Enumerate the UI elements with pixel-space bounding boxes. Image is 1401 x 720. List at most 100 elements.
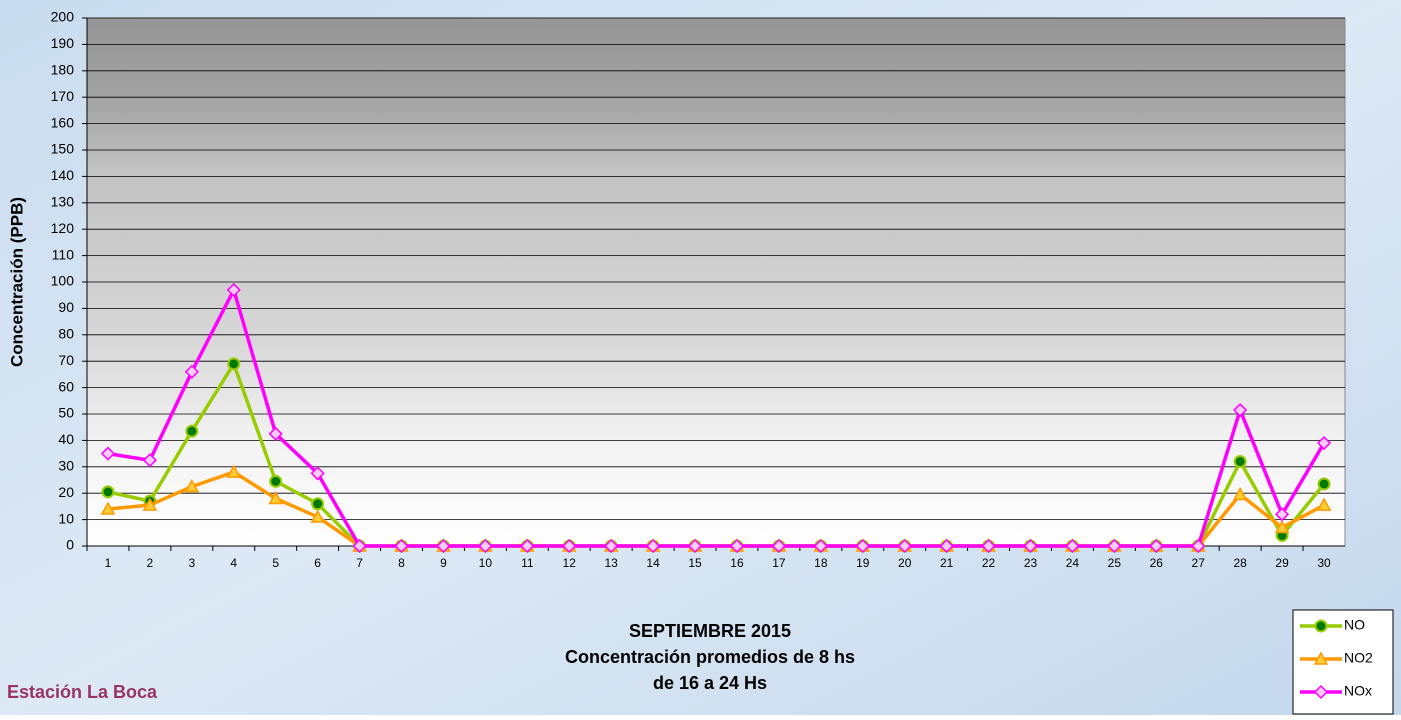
marker — [311, 497, 325, 511]
x-tick-label: 8 — [398, 556, 405, 570]
x-tick-label: 26 — [1150, 556, 1164, 570]
marker — [1314, 619, 1328, 633]
chart-title: SEPTIEMBRE 2015 — [629, 621, 791, 641]
x-tick-label: 10 — [479, 556, 493, 570]
y-tick-label: 180 — [51, 62, 75, 78]
y-tick-label: 90 — [58, 299, 74, 315]
y-tick-label: 10 — [58, 510, 74, 526]
x-tick-label: 22 — [982, 556, 996, 570]
marker — [394, 538, 409, 554]
x-tick-label: 21 — [940, 556, 954, 570]
x-tick-label: 24 — [1066, 556, 1080, 570]
y-tick-label: 200 — [51, 9, 75, 25]
marker — [226, 464, 242, 478]
marker — [729, 538, 745, 554]
marker — [604, 538, 619, 554]
x-tick-label: 30 — [1317, 556, 1331, 570]
marker — [1149, 538, 1164, 554]
marker — [352, 538, 367, 554]
marker — [310, 466, 325, 481]
y-tick-label: 60 — [58, 378, 74, 394]
x-tick-label: 14 — [646, 556, 660, 570]
x-tick-label: 2 — [147, 556, 154, 570]
y-tick-label: 50 — [58, 405, 74, 421]
marker — [1316, 497, 1332, 511]
marker — [1023, 538, 1038, 554]
marker — [687, 538, 703, 554]
marker — [1274, 519, 1290, 534]
marker — [478, 538, 493, 554]
y-tick-label: 40 — [58, 431, 74, 447]
marker — [436, 538, 451, 554]
x-tick-label: 6 — [314, 556, 321, 570]
marker — [227, 357, 241, 371]
marker — [1191, 538, 1206, 554]
marker — [185, 424, 199, 438]
marker — [1317, 477, 1331, 491]
x-tick-label: 23 — [1024, 556, 1038, 570]
y-axis-label: Concentración (PPB) — [7, 197, 26, 367]
x-tick-label: 18 — [814, 556, 828, 570]
marker — [310, 509, 325, 523]
y-tick-label: 30 — [58, 458, 74, 474]
chart-subtitle: de 16 a 24 Hs — [653, 673, 767, 693]
annotation: Estación La Boca — [7, 682, 158, 702]
legend-label: NO — [1344, 617, 1365, 633]
marker — [184, 364, 199, 379]
x-tick-label: 4 — [230, 556, 237, 570]
x-tick-label: 3 — [188, 556, 195, 570]
marker — [1233, 455, 1247, 469]
y-tick-label: 70 — [58, 352, 74, 368]
marker — [939, 538, 954, 554]
marker — [1313, 684, 1329, 700]
x-tick-label: 11 — [521, 556, 534, 570]
marker — [562, 538, 577, 554]
legend — [1292, 609, 1394, 715]
x-tick-label: 15 — [688, 556, 702, 570]
marker — [897, 538, 912, 554]
y-tick-label: 160 — [51, 114, 75, 130]
y-tick-label: 110 — [52, 246, 75, 262]
marker — [101, 485, 115, 499]
x-tick-label: 28 — [1233, 556, 1247, 570]
x-tick-label: 25 — [1108, 556, 1122, 570]
y-tick-label: 120 — [51, 220, 75, 236]
y-tick-label: 190 — [51, 35, 75, 51]
y-tick-label: 150 — [51, 141, 75, 157]
x-tick-label: 29 — [1275, 556, 1289, 570]
chart-subtitle: Concentración promedios de 8 hs — [565, 647, 855, 667]
marker — [855, 538, 870, 554]
marker — [520, 538, 535, 554]
marker — [1065, 538, 1080, 554]
legend-label: NOx — [1344, 683, 1372, 699]
marker — [981, 538, 996, 554]
marker — [1313, 651, 1329, 665]
marker — [1316, 435, 1332, 451]
x-tick-label: 20 — [898, 556, 912, 570]
x-tick-label: 9 — [440, 556, 447, 570]
marker — [1232, 486, 1248, 501]
marker — [100, 501, 116, 515]
marker — [184, 479, 200, 493]
marker — [268, 490, 283, 505]
marker — [142, 453, 157, 468]
x-tick-label: 27 — [1192, 556, 1206, 570]
x-tick-label: 13 — [604, 556, 618, 570]
y-tick-label: 20 — [58, 484, 74, 500]
marker — [269, 474, 283, 488]
x-tick-label: 16 — [730, 556, 744, 570]
marker — [226, 282, 241, 297]
marker — [1275, 507, 1290, 522]
x-tick-label: 19 — [856, 556, 870, 570]
marker — [771, 538, 786, 554]
y-tick-label: 0 — [66, 537, 74, 553]
y-tick-label: 170 — [51, 88, 75, 104]
y-tick-label: 80 — [58, 326, 74, 342]
marker — [1107, 538, 1122, 554]
y-tick-label: 140 — [51, 167, 75, 183]
marker — [646, 538, 661, 554]
marker — [100, 446, 116, 461]
x-tick-label: 5 — [272, 556, 279, 570]
marker — [1233, 402, 1248, 418]
